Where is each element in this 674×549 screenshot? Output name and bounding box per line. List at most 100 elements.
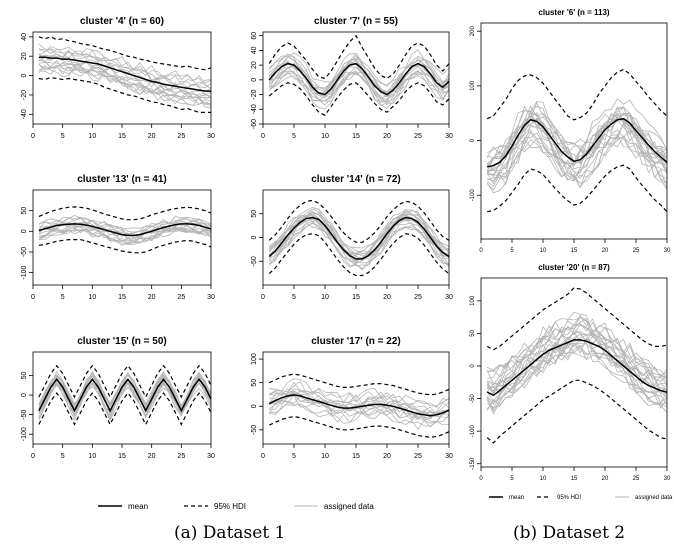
x-tick-label: 5 bbox=[292, 294, 296, 301]
assigned-data-line bbox=[38, 221, 211, 239]
assigned-data-line bbox=[268, 49, 449, 88]
assigned-data-line bbox=[268, 381, 449, 414]
x-tick-label: 15 bbox=[571, 248, 578, 254]
y-tick-label: -50 bbox=[21, 409, 28, 419]
chart-panel: cluster '20' (n = 87) 0 5 10 15 20 25 30 -150 -10… bbox=[470, 263, 671, 482]
x-tick-label: 25 bbox=[414, 133, 422, 140]
assigned-data-line bbox=[487, 323, 667, 392]
x-tick-label: 10 bbox=[540, 248, 547, 254]
hdi-upper-line bbox=[38, 206, 211, 221]
assigned-data-line bbox=[38, 227, 211, 245]
y-tick-label: -50 bbox=[251, 256, 258, 266]
legend-data-label: assigned data bbox=[635, 495, 673, 501]
chart-title: cluster '7' (n = 55) bbox=[314, 16, 398, 27]
assigned-data-line bbox=[38, 64, 211, 108]
x-tick-label: 20 bbox=[602, 476, 609, 482]
x-tick-label: 5 bbox=[61, 453, 65, 460]
hdi-upper-line bbox=[268, 373, 449, 396]
legend: mean 95% HDI assigned data bbox=[489, 495, 673, 501]
assigned-data-line bbox=[38, 216, 211, 235]
x-tick-label: 0 bbox=[479, 476, 483, 482]
mean-line bbox=[38, 223, 211, 237]
x-tick-label: 30 bbox=[207, 453, 215, 460]
x-tick-label: 30 bbox=[207, 133, 215, 140]
chart-panel: cluster '6' (n = 113) 0 5 10 15 20 25 30 -100 0 10… bbox=[470, 8, 671, 254]
x-tick-label: 30 bbox=[664, 476, 671, 482]
assigned-data-line bbox=[268, 52, 449, 91]
legend-hdi-label: 95% HDI bbox=[557, 495, 581, 501]
x-tick-label: 20 bbox=[148, 294, 156, 301]
assigned-data-line bbox=[38, 229, 211, 246]
mean-line bbox=[268, 394, 449, 417]
hdi-upper-line bbox=[38, 36, 211, 71]
assigned-data-line bbox=[38, 224, 211, 242]
assigned-data-line bbox=[487, 98, 667, 154]
legend-mean-label: mean bbox=[509, 495, 524, 501]
x-tick-label: 25 bbox=[633, 476, 640, 482]
hdi-lower-line bbox=[486, 379, 667, 444]
chart-title: cluster '14' (n = 72) bbox=[311, 174, 401, 185]
y-tick-label: 0 bbox=[21, 393, 28, 397]
x-tick-label: 10 bbox=[88, 453, 96, 460]
assigned-data-line bbox=[268, 63, 449, 103]
x-tick-label: 15 bbox=[352, 133, 360, 140]
assigned-data-line bbox=[38, 43, 211, 89]
hdi-lower-line bbox=[268, 82, 449, 116]
x-tick-label: 0 bbox=[31, 453, 35, 460]
mean-line bbox=[268, 216, 449, 260]
assigned-data-line bbox=[38, 63, 211, 105]
y-tick-label: 50 bbox=[21, 371, 28, 379]
assigned-data-line bbox=[269, 62, 449, 100]
x-tick-label: 20 bbox=[383, 294, 391, 301]
x-tick-label: 15 bbox=[352, 294, 360, 301]
legend-hdi-label: 95% HDI bbox=[214, 502, 246, 511]
plot-area bbox=[38, 36, 211, 114]
x-tick-label: 30 bbox=[664, 248, 671, 254]
hdi-lower-line bbox=[268, 415, 449, 439]
y-tick-label: 0 bbox=[251, 235, 258, 239]
assigned-data-line bbox=[268, 208, 449, 254]
y-tick-label: -100 bbox=[470, 189, 476, 202]
x-tick-label: 0 bbox=[31, 294, 35, 301]
assigned-data-line bbox=[38, 62, 211, 105]
y-tick-label: 50 bbox=[470, 329, 476, 336]
chart-panel: cluster '4' (n = 60) 0 5 10 15 20 25 30 -40 -20 0 2… bbox=[21, 16, 215, 140]
x-tick-label: 0 bbox=[31, 133, 35, 140]
legend-mean-label: mean bbox=[128, 502, 148, 511]
chart-title: cluster '20' (n = 87) bbox=[538, 263, 610, 272]
x-tick-label: 10 bbox=[88, 294, 96, 301]
hdi-upper-line bbox=[38, 364, 211, 399]
x-tick-label: 0 bbox=[261, 453, 265, 460]
plot-area bbox=[268, 373, 449, 439]
y-tick-label: 100 bbox=[470, 80, 476, 91]
legend-data-label: assigned data bbox=[324, 502, 374, 511]
assigned-data-line bbox=[486, 101, 667, 166]
plot-area bbox=[38, 206, 211, 254]
plot-frame bbox=[32, 351, 212, 445]
assigned-data-line bbox=[486, 336, 667, 394]
chart-title: cluster '6' (n = 113) bbox=[538, 8, 610, 17]
assigned-data-line bbox=[487, 320, 667, 378]
mean-line bbox=[487, 117, 667, 168]
assigned-data-line bbox=[487, 129, 667, 183]
assigned-data-line bbox=[486, 345, 667, 413]
x-tick-label: 5 bbox=[510, 248, 514, 254]
assigned-data-line bbox=[487, 331, 667, 398]
plot-frame bbox=[32, 189, 212, 286]
x-tick-label: 25 bbox=[414, 294, 422, 301]
y-tick-label: -150 bbox=[470, 457, 476, 470]
assigned-data-line bbox=[38, 56, 211, 97]
mean-line bbox=[38, 56, 211, 92]
y-tick-label: 200 bbox=[470, 26, 476, 37]
assigned-data-line bbox=[487, 134, 667, 189]
plot-area bbox=[268, 34, 449, 116]
x-tick-label: 10 bbox=[88, 133, 96, 140]
chart-panel: cluster '13' (n = 41) 0 5 10 15 20 25 30 -100 -50… bbox=[21, 174, 215, 301]
assigned-data-line bbox=[269, 378, 449, 407]
assigned-data-line bbox=[38, 59, 211, 101]
x-tick-label: 15 bbox=[118, 294, 126, 301]
hdi-lower-line bbox=[38, 239, 211, 254]
x-tick-label: 5 bbox=[61, 294, 65, 301]
assigned-data-line bbox=[268, 72, 449, 106]
assigned-data-line bbox=[38, 53, 211, 94]
